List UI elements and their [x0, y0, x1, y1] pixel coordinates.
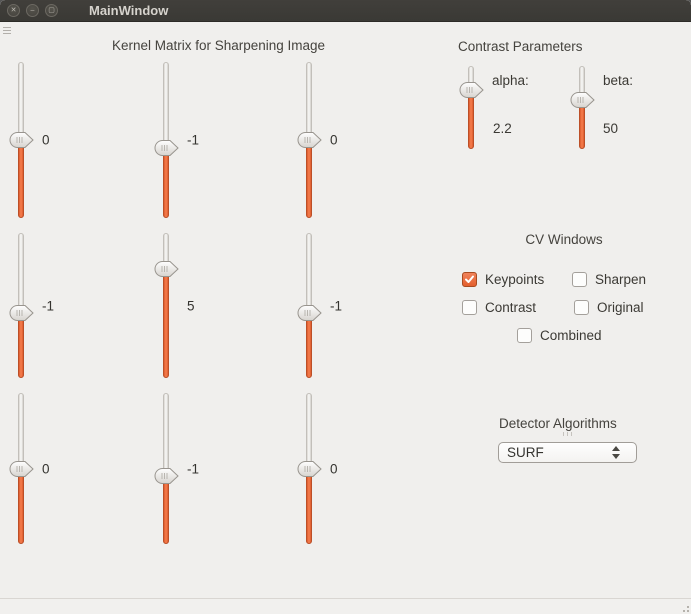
- detector-combobox[interactable]: SURF: [498, 442, 637, 463]
- kernel-slider-2-1[interactable]: -1: [153, 393, 215, 544]
- slider-handle[interactable]: [9, 304, 34, 321]
- beta-slider[interactable]: [569, 66, 631, 149]
- window-title: MainWindow: [89, 3, 169, 18]
- slider-value: 0: [42, 461, 50, 476]
- kernel-slider-0-2[interactable]: 0: [296, 62, 358, 218]
- beta-label: beta:: [603, 73, 634, 88]
- slider-handle[interactable]: [459, 82, 484, 99]
- slider-value: 0: [330, 132, 338, 148]
- slider-value: -1: [187, 132, 200, 148]
- slider-fill: [306, 468, 312, 544]
- slider-fill: [306, 140, 312, 218]
- slider-handle[interactable]: [9, 460, 34, 477]
- slider-handle[interactable]: [154, 139, 179, 156]
- status-bar: [0, 598, 691, 614]
- checkbox-checked-icon: [462, 272, 477, 287]
- slider-handle[interactable]: [9, 132, 34, 148]
- slider-fill: [18, 140, 24, 218]
- slider-handle[interactable]: [297, 304, 322, 321]
- kernel-slider-2-0[interactable]: 0: [8, 393, 70, 544]
- contrast-section-title: Contrast Parameters: [458, 39, 583, 54]
- slider-fill: [163, 476, 169, 544]
- slider-handle[interactable]: [154, 468, 179, 485]
- slider-fill: [18, 312, 24, 378]
- checkbox-label: Keypoints: [485, 272, 545, 287]
- slider-value: 5: [187, 298, 195, 313]
- checkbox-unchecked-icon: [462, 300, 477, 315]
- slider-fill: [163, 269, 169, 378]
- titlebar[interactable]: ✕ – ▢ MainWindow: [0, 0, 691, 22]
- combobox-spinner[interactable]: [612, 446, 620, 459]
- slider-value: 0: [42, 132, 50, 148]
- checkbox-combined[interactable]: Combined: [517, 328, 602, 343]
- checkbox-contrast[interactable]: Contrast: [462, 300, 536, 315]
- maximize-icon[interactable]: ▢: [45, 4, 58, 17]
- kernel-slider-0-1[interactable]: -1: [153, 62, 215, 218]
- slider-value: 0: [330, 461, 338, 476]
- combobox-selected-value: SURF: [507, 445, 544, 460]
- slider-handle[interactable]: [297, 460, 322, 477]
- checkbox-label: Contrast: [485, 300, 537, 315]
- kernel-section-title: Kernel Matrix for Sharpening Image: [111, 38, 326, 53]
- minimize-icon[interactable]: –: [26, 4, 39, 17]
- checkbox-label: Combined: [540, 328, 602, 343]
- slider-value: -1: [187, 461, 200, 476]
- alpha-value: 2.2: [493, 121, 512, 136]
- alpha-slider[interactable]: [458, 66, 520, 149]
- slider-value: -1: [330, 298, 343, 313]
- checkbox-unchecked-icon: [517, 328, 532, 343]
- spinner-down-icon[interactable]: [612, 454, 620, 459]
- checkbox-label: Original: [597, 300, 644, 315]
- checkbox-original[interactable]: Original: [574, 300, 644, 315]
- slider-handle[interactable]: [297, 132, 322, 148]
- checkbox-label: Sharpen: [595, 272, 647, 287]
- slider-handle[interactable]: [154, 261, 179, 278]
- kernel-slider-1-1[interactable]: 5: [153, 233, 215, 378]
- slider-handle[interactable]: [570, 92, 595, 109]
- kernel-slider-1-2[interactable]: -1: [296, 233, 358, 378]
- slider-fill: [468, 90, 474, 149]
- alpha-label: alpha:: [492, 73, 529, 88]
- slider-fill: [306, 312, 312, 378]
- beta-value: 50: [603, 121, 619, 136]
- resize-grip-icon[interactable]: [682, 605, 689, 612]
- close-icon[interactable]: ✕: [7, 4, 20, 17]
- checkbox-sharpen[interactable]: Sharpen: [572, 272, 646, 287]
- grip-dots-icon: [563, 432, 572, 436]
- slider-fill: [163, 147, 169, 218]
- toolbar-grip-icon[interactable]: [3, 27, 11, 36]
- cv-windows-section-title: CV Windows: [525, 232, 603, 247]
- spinner-up-icon[interactable]: [612, 446, 620, 451]
- slider-fill: [18, 468, 24, 544]
- checkbox-unchecked-icon: [572, 272, 587, 287]
- kernel-slider-2-2[interactable]: 0: [296, 393, 358, 544]
- detector-section-title: Detector Algorithms: [499, 416, 617, 431]
- kernel-slider-1-0[interactable]: -1: [8, 233, 70, 378]
- checkbox-unchecked-icon: [574, 300, 589, 315]
- slider-value: -1: [42, 298, 55, 313]
- kernel-slider-0-0[interactable]: 0: [8, 62, 70, 218]
- checkbox-keypoints[interactable]: Keypoints: [462, 272, 544, 287]
